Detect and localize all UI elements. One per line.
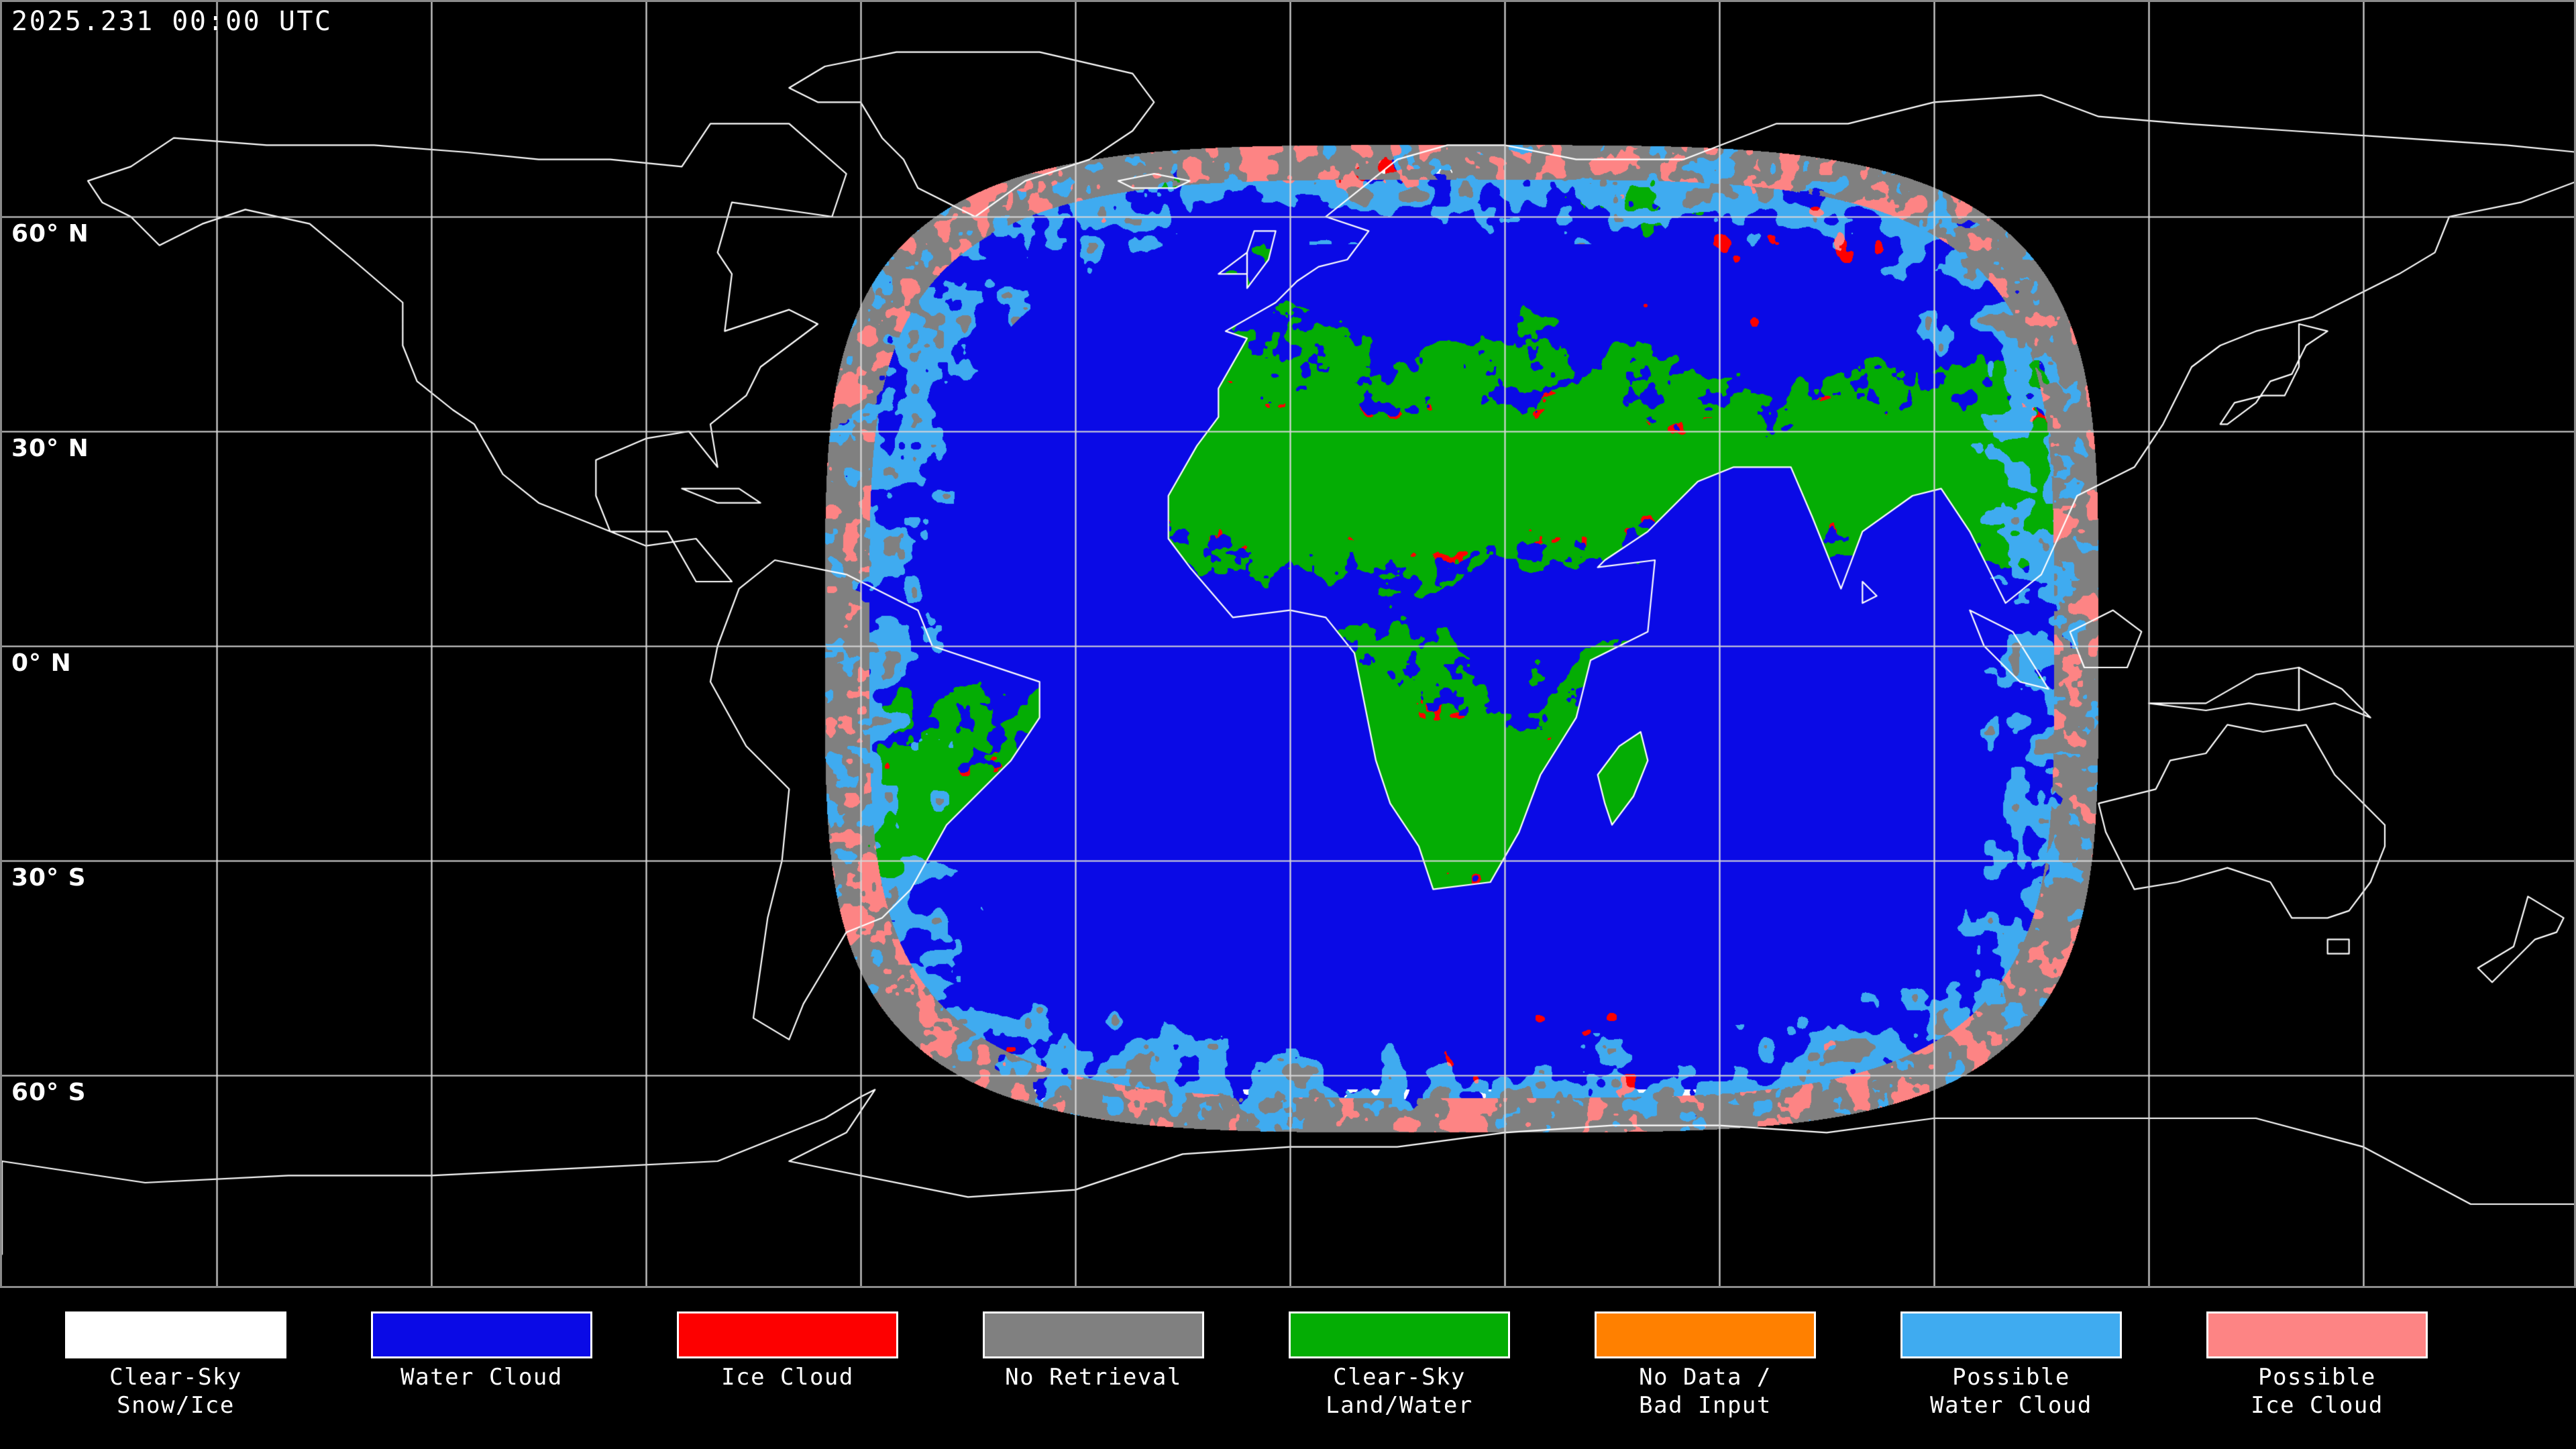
legend-swatch <box>677 1311 898 1358</box>
lat-label-60n: 60° N <box>11 220 89 248</box>
legend-label: No Retrieval <box>1005 1364 1182 1391</box>
map-panel[interactable]: 2025.231 00:00 UTC 60° N 30° N 0° N 30° … <box>0 0 2576 1288</box>
legend-item-ice-cloud[interactable]: Ice Cloud <box>645 1288 951 1449</box>
legend-item-clear-sky-land-water[interactable]: Clear-Sky Land/Water <box>1257 1288 1563 1449</box>
legend-swatch <box>1595 1311 1816 1358</box>
legend-label: Ice Cloud <box>721 1364 854 1391</box>
legend-label: Possible Water Cloud <box>1930 1364 2092 1419</box>
timestamp-label: 2025.231 00:00 UTC <box>11 6 333 37</box>
lat-label-30n: 30° N <box>11 435 89 462</box>
legend-label: Water Cloud <box>400 1364 563 1391</box>
legend-item-no-data-bad-input[interactable]: No Data / Bad Input <box>1563 1288 1869 1449</box>
legend-swatch <box>371 1311 592 1358</box>
legend-swatch <box>2206 1311 2428 1358</box>
legend-swatch <box>983 1311 1204 1358</box>
legend-swatch <box>1900 1311 2122 1358</box>
legend-item-no-retrieval[interactable]: No Retrieval <box>951 1288 1257 1449</box>
legend-item-clear-sky-snow-ice[interactable]: Clear-Sky Snow/Ice <box>34 1288 339 1449</box>
legend-item-possible-ice-cloud[interactable]: Possible Ice Cloud <box>2175 1288 2481 1449</box>
lat-label-0n: 0° N <box>11 649 72 677</box>
legend-bar: Clear-Sky Snow/Ice Water Cloud Ice Cloud… <box>0 1288 2576 1449</box>
lat-label-30s: 30° S <box>11 864 87 892</box>
legend-item-possible-water-cloud[interactable]: Possible Water Cloud <box>1869 1288 2175 1449</box>
legend-swatch <box>65 1311 286 1358</box>
satellite-cloud-phase-map[interactable] <box>2 2 2574 1286</box>
legend-item-water-cloud[interactable]: Water Cloud <box>339 1288 645 1449</box>
legend-swatch <box>1289 1311 1510 1358</box>
legend-label: Possible Ice Cloud <box>2251 1364 2383 1419</box>
legend-label: Clear-Sky Snow/Ice <box>109 1364 242 1419</box>
lat-label-60s: 60° S <box>11 1079 87 1106</box>
legend-label: Clear-Sky Land/Water <box>1326 1364 1473 1419</box>
legend-label: No Data / Bad Input <box>1639 1364 1772 1419</box>
